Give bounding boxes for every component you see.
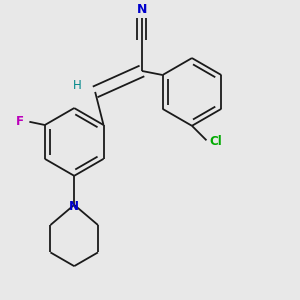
Text: H: H: [73, 79, 82, 92]
Text: N: N: [69, 200, 79, 213]
Text: Cl: Cl: [210, 135, 223, 148]
Text: N: N: [137, 3, 147, 16]
Text: F: F: [16, 115, 24, 128]
